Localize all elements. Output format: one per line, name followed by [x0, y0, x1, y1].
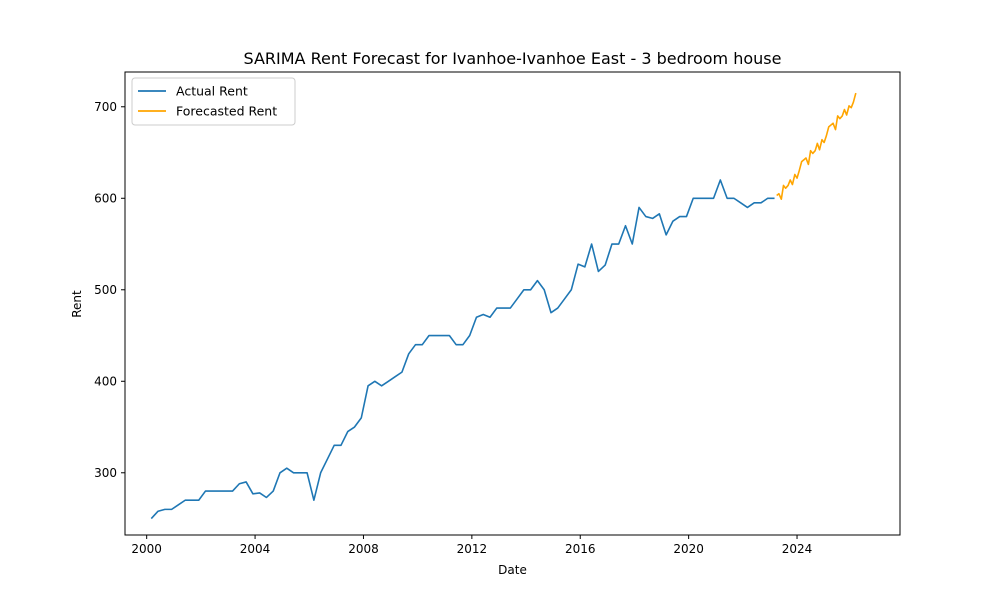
- y-tick-label: 700: [94, 100, 117, 114]
- y-tick-label: 300: [94, 466, 117, 480]
- actual-rent-line: [150, 179, 775, 520]
- series-layer: [150, 92, 857, 520]
- x-axis-label: Date: [498, 563, 527, 577]
- forecasted-rent-line: [776, 92, 857, 200]
- x-tick-label: 2012: [457, 542, 488, 556]
- x-tick-label: 2016: [565, 542, 596, 556]
- y-axis-label: Rent: [70, 290, 84, 318]
- y-tick-label: 600: [94, 191, 117, 205]
- x-tick-label: 2008: [348, 542, 379, 556]
- legend: Actual Rent Forecasted Rent: [131, 77, 296, 126]
- x-tick-label: 2000: [131, 542, 162, 556]
- x-tick-label: 2020: [673, 542, 704, 556]
- plot-area-frame: [124, 71, 901, 536]
- legend-label-actual: Actual Rent: [176, 84, 248, 99]
- y-tick-label: 400: [94, 374, 117, 388]
- legend-box: [131, 77, 296, 126]
- y-axis: 300 400 500 600 700: [94, 100, 125, 480]
- chart-title: SARIMA Rent Forecast for Ivanhoe-Ivanhoe…: [244, 49, 782, 68]
- legend-label-forecast: Forecasted Rent: [176, 104, 277, 119]
- y-tick-label: 500: [94, 283, 117, 297]
- x-tick-label: 2024: [782, 542, 813, 556]
- x-tick-label: 2004: [240, 542, 271, 556]
- x-axis: 2000 2004 2008 2012 2016 2020 2024: [131, 535, 812, 556]
